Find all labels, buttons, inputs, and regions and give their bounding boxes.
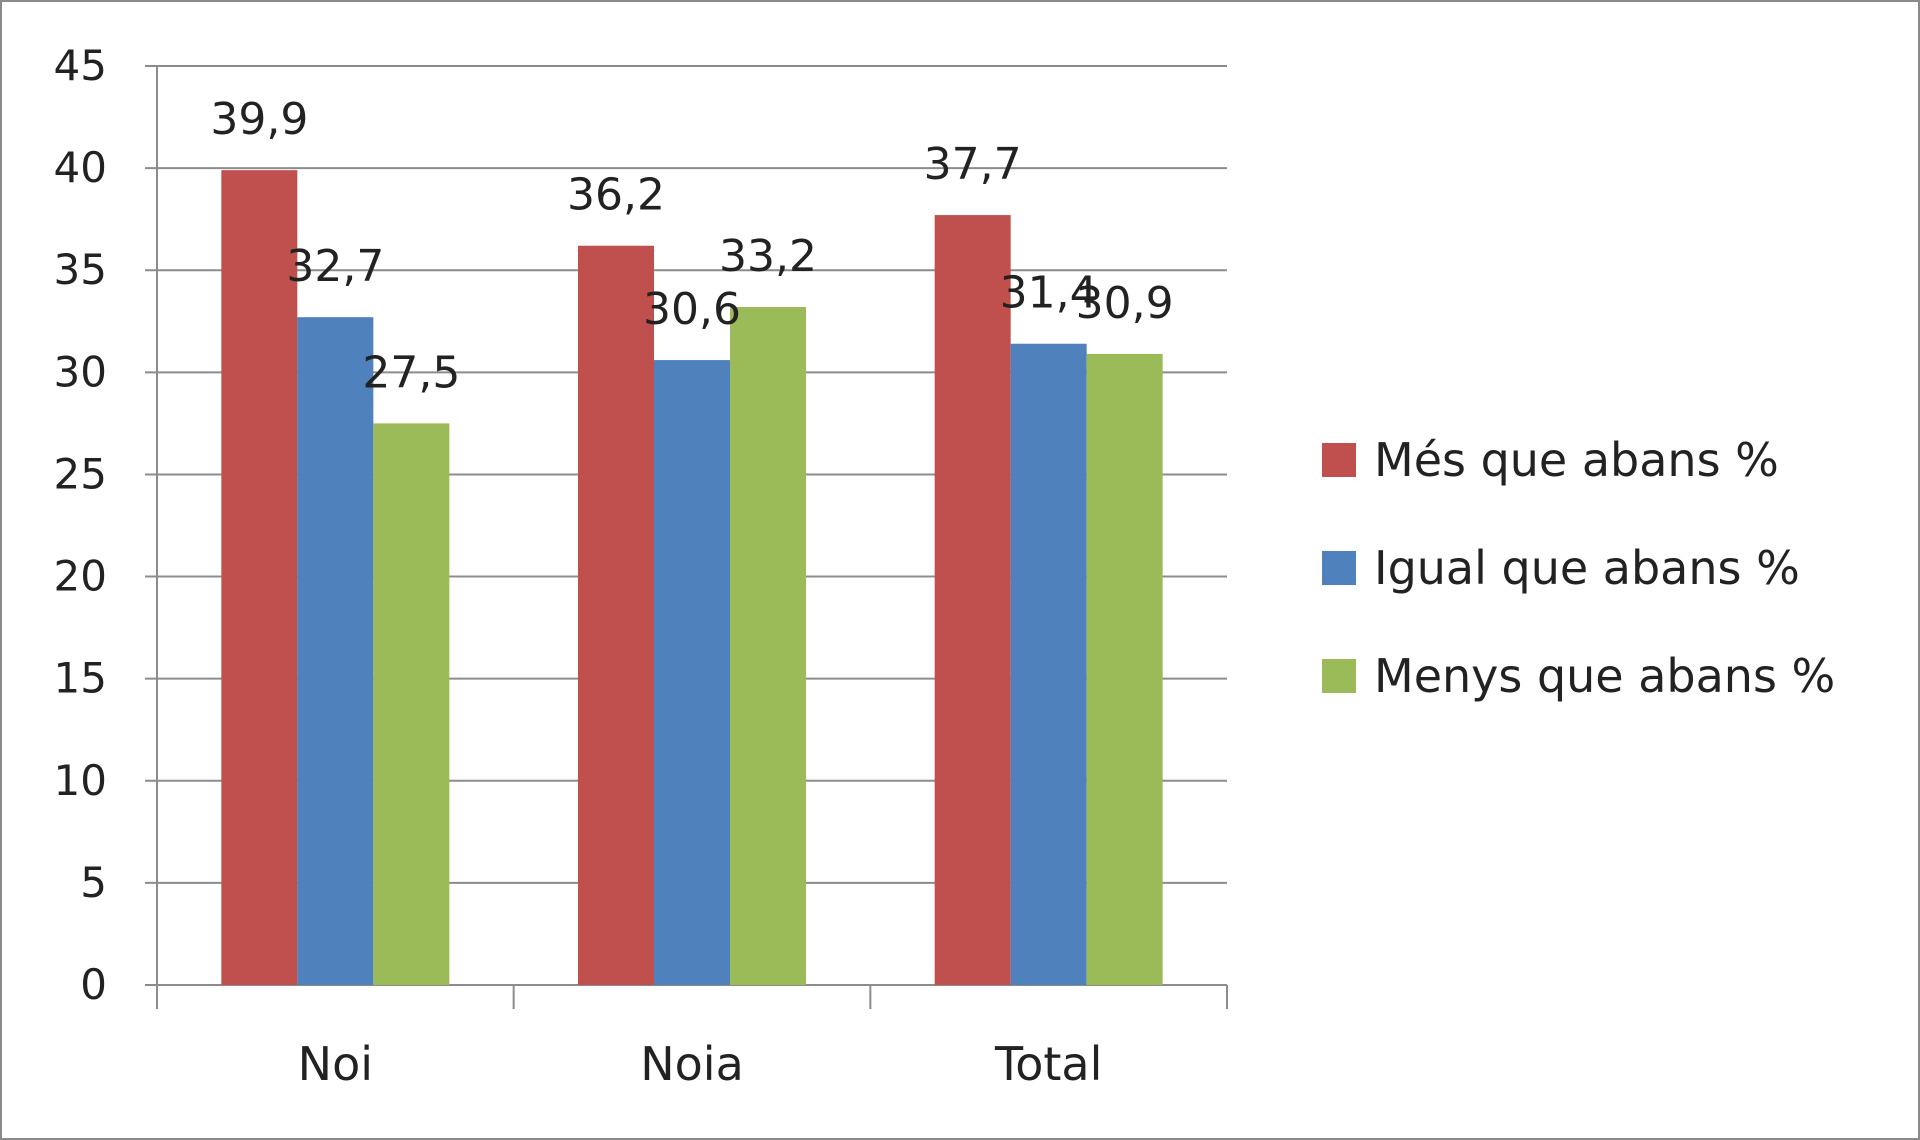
x-category-label: Total	[994, 1037, 1102, 1091]
bar-noia-0	[578, 245, 654, 985]
data-labels: 39,9 32,7 27,5 36,2 30,633,2 37,7 31,430,9	[210, 94, 1173, 398]
y-tick-label: 45	[54, 41, 107, 90]
y-tick-label: 40	[54, 143, 107, 192]
legend-label: Igual que abans %	[1374, 541, 1800, 595]
legend: Més que abans % Igual que abans % Menys qu…	[1322, 433, 1835, 703]
data-label: 30,6	[643, 284, 741, 335]
bar-noi-1	[297, 317, 374, 985]
data-label: 30,9	[1076, 278, 1174, 329]
data-label: 37,7	[924, 139, 1022, 190]
legend-swatch	[1322, 659, 1356, 693]
data-label: 33,2	[719, 231, 817, 282]
y-tick-label: 15	[54, 654, 107, 703]
bar-total-1	[1010, 343, 1087, 986]
bar-noia-2	[730, 306, 806, 986]
data-label: 36,2	[567, 170, 665, 221]
legend-swatch	[1322, 443, 1356, 477]
y-tick-label: 0	[80, 960, 107, 1009]
x-category-label: Noia	[640, 1037, 744, 1091]
legend-label: Més que abans %	[1374, 433, 1779, 487]
y-tick-label: 5	[80, 858, 107, 907]
bar-noi-0	[221, 170, 298, 986]
y-tick-label: 30	[54, 347, 107, 396]
bar-total-0	[934, 215, 1011, 986]
x-category-label: Noi	[298, 1037, 373, 1091]
y-tick-label: 35	[54, 245, 107, 294]
y-tick-label: 25	[54, 449, 107, 498]
data-label: 31,4	[1000, 268, 1098, 319]
data-label: 32,7	[286, 241, 384, 292]
data-label: 39,9	[210, 94, 308, 145]
data-label: 27,5	[362, 347, 460, 398]
legend-swatch	[1322, 551, 1356, 585]
bar-noi-2	[373, 423, 450, 985]
bar-noia-1	[654, 360, 730, 986]
legend-label: Menys que abans %	[1374, 649, 1835, 703]
y-tick-label: 10	[54, 756, 107, 805]
bar-total-2	[1086, 353, 1163, 985]
y-tick-label: 20	[54, 552, 107, 601]
bars	[221, 170, 1163, 986]
